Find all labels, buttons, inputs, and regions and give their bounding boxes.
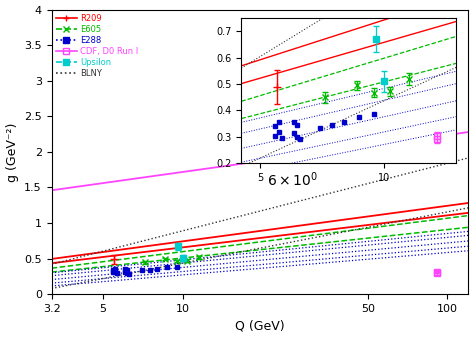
Y-axis label: g (GeV⁻²): g (GeV⁻²) [6,122,18,182]
X-axis label: Q (GeV): Q (GeV) [235,319,285,333]
Legend: R209, E605, E288, CDF, D0 Run I, Upsilon, BLNY: R209, E605, E288, CDF, D0 Run I, Upsilon… [54,12,140,80]
